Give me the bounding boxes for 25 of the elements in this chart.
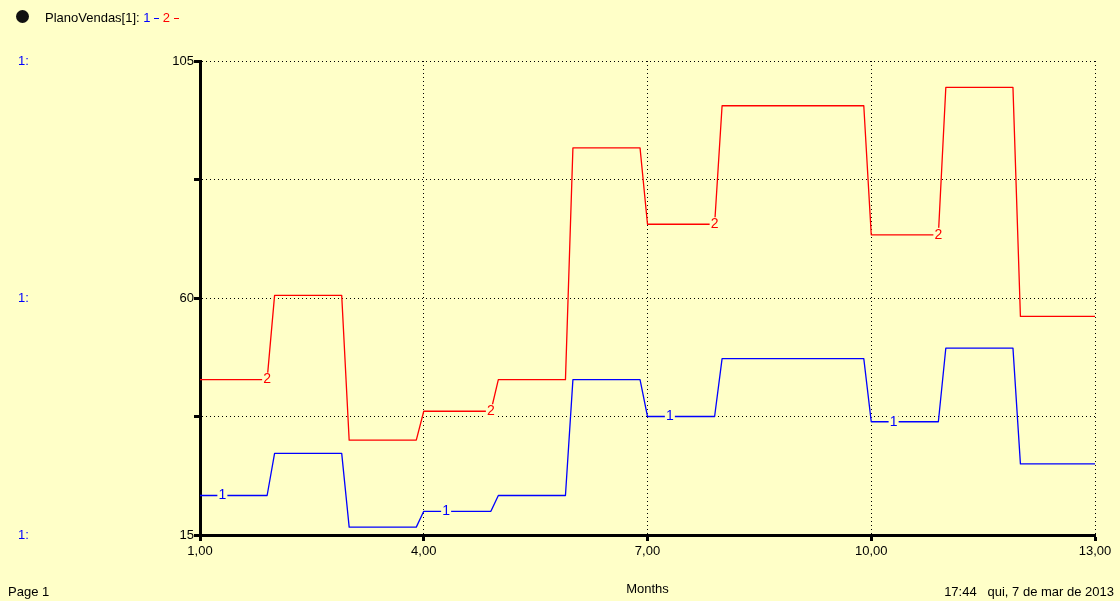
x-tick-label: 7,00 <box>634 543 661 559</box>
legend-label: 2 <box>161 10 171 25</box>
text: 17:44 qui, 7 de mar de 2013 <box>944 584 1114 599</box>
y-tick-label: 15 <box>179 526 194 542</box>
text: 1 <box>889 412 898 429</box>
x-tick-label: 4,00 <box>411 543 437 559</box>
x-tick-label: 10,00 <box>854 543 888 559</box>
y-tick-label: 105 <box>172 52 194 68</box>
text: 1 <box>665 407 674 424</box>
text: Page 1 <box>8 584 50 599</box>
text: 2 <box>486 402 495 419</box>
x-tick-label: 1,00 <box>187 543 213 559</box>
y-tick-label: 60 <box>179 289 194 305</box>
text: 1 <box>442 502 451 519</box>
text: 2 <box>710 215 719 232</box>
text: PlanoVendas[1]: <box>45 10 140 25</box>
text: 2 <box>934 225 943 242</box>
text: 2 <box>263 370 272 387</box>
legend-label: 1 <box>142 10 152 25</box>
x-tick-label: 13,00 <box>1078 543 1112 559</box>
text: 1 <box>218 486 227 503</box>
text: 1: <box>18 526 29 542</box>
text: 1: <box>18 289 29 305</box>
x-axis-title: Months <box>626 580 670 596</box>
text: 1: <box>18 52 29 68</box>
